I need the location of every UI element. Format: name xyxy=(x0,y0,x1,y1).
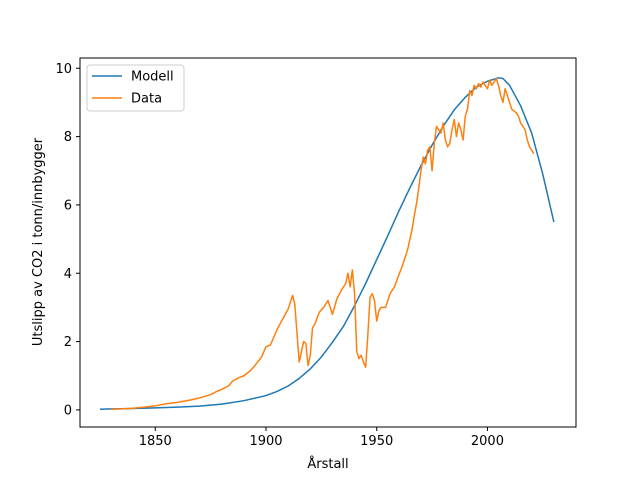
legend: Modell Data xyxy=(86,64,185,112)
x-axis-label: Årstall xyxy=(307,456,348,472)
x-tick-label: 1900 xyxy=(249,434,282,449)
y-tick-label: 4 xyxy=(64,267,72,282)
y-tick-label: 8 xyxy=(64,130,72,145)
series-layer xyxy=(99,77,555,410)
plot-frame xyxy=(79,57,577,428)
x-axis-ticks: 1850 1900 1950 2000 xyxy=(139,427,504,449)
y-axis-label: Utslipp av CO2 i tonn/innbygger xyxy=(31,137,46,346)
y-tick-label: 10 xyxy=(55,62,72,77)
legend-label-data: Data xyxy=(131,92,162,107)
legend-label-modell: Modell xyxy=(131,70,174,85)
y-tick-label: 6 xyxy=(64,198,72,213)
series-line-data xyxy=(110,77,535,410)
series-line-modell xyxy=(99,77,555,410)
x-tick-label: 2000 xyxy=(471,434,504,449)
x-tick-label: 1950 xyxy=(360,434,393,449)
plot-area xyxy=(80,58,576,427)
y-tick-label: 2 xyxy=(64,335,72,350)
y-tick-label: 0 xyxy=(64,403,72,418)
x-tick-label: 1850 xyxy=(139,434,172,449)
y-axis-ticks: 0 2 4 6 8 10 xyxy=(55,62,80,418)
